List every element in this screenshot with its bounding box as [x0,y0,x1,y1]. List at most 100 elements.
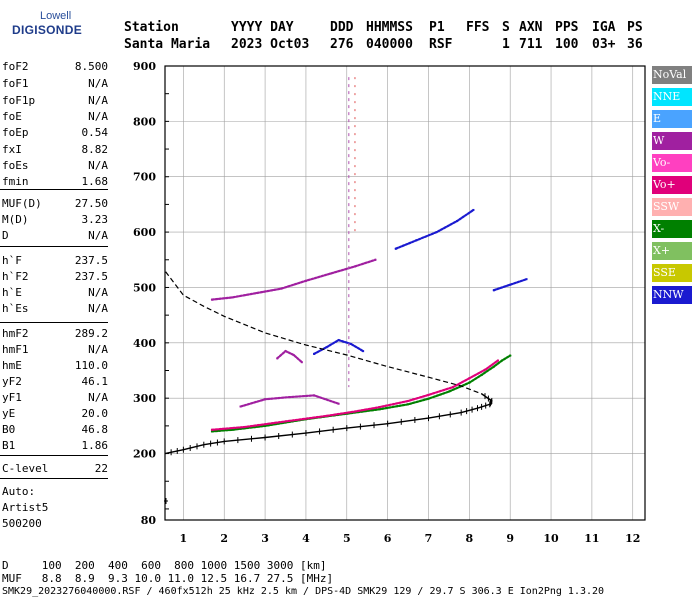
trace-point [456,220,459,223]
trace-point [255,292,258,294]
trace-series [394,208,475,250]
trace-point [280,287,283,290]
legend-item: E [652,110,692,128]
header-label-station: Station [124,20,179,35]
trace-point [313,352,316,355]
parameter-value: 237.5 [74,270,108,283]
header-label-ps: PS [627,20,643,35]
y-tick-label: 600 [133,226,156,239]
parameter-name: fmin [2,175,29,188]
legend-item: SSE [652,264,692,282]
y-tick-label: 500 [133,281,156,294]
chart-profile [164,270,493,504]
trace-point [492,289,495,292]
header-value-date: 2023 Oct03 [231,37,310,52]
legend-item: X+ [652,242,692,260]
footer-muf-line: MUF 8.8 8.9 9.3 10.0 11.0 12.5 16.7 27.5… [2,572,334,585]
legend-item: Vo+ [652,176,692,194]
trace-point [313,394,316,397]
header-label-pps: PPS [555,20,579,35]
parameter-value: 289.2 [74,327,108,340]
parameter-name: foF2 [2,60,29,73]
parameter-value: 110.0 [74,359,108,372]
parameter-row: h`F2 237.5 [2,270,108,283]
header-value-axn: 711 [519,37,543,52]
trace-series [210,258,377,301]
x-tick-label: 10 [543,532,559,545]
parameter-row: foF1 N/A [2,77,108,90]
parameter-row: B1 1.86 [2,439,108,452]
parameter-name: fxI [2,143,22,156]
trace-point [337,339,340,342]
parameter-value: 46.1 [81,375,109,388]
x-tick-label: 8 [466,532,474,545]
x-tick-label: 12 [625,532,640,545]
trace-point [239,405,242,408]
x-tick-label: 9 [506,532,514,545]
parameter-value: 27.50 [74,197,108,210]
header-label-doy: DDD [330,20,354,35]
param-separator [0,455,108,456]
param-separator [0,322,108,323]
parameter-name: yF1 [2,391,22,404]
logo-lowell: Lowell [40,10,72,22]
footer-distance-line: D 100 200 400 600 800 1000 1500 3000 [km… [2,559,327,572]
trace-point [349,342,352,345]
parameter-row: foEs N/A [2,159,108,172]
autoscale-version: 500200 [2,517,42,530]
header-value-s: 1 [502,37,510,52]
header-label-s: S [502,20,510,35]
parameter-value: 8.500 [74,60,108,73]
y-tick-label: 200 [133,448,156,461]
trace-point [509,283,512,286]
parameter-row: foF1p N/A [2,94,108,107]
trace-point [394,247,397,250]
y-tick-label: 80 [141,514,157,527]
y-tick-label: 300 [133,392,156,405]
x-tick-label: 7 [425,532,433,545]
trace-point [345,412,348,415]
header-value-pps: 100 [555,37,579,52]
trace-point [292,354,295,357]
profile-lower [164,393,493,455]
param-separator [0,478,108,479]
trace-point [300,361,303,364]
parameter-row: h`Es N/A [2,302,108,315]
parameter-name: yE [2,407,16,420]
parameter-name: B0 [2,423,16,436]
param-separator [0,246,108,247]
parameter-name: h`E [2,286,22,299]
trace-series [210,359,499,431]
trace-point [378,408,381,411]
trace-point [264,398,267,401]
logo-digisonde: DIGISONDE [12,23,83,37]
parameter-row: M(D) 3.23 [2,213,108,226]
parameter-value: N/A [88,391,108,404]
header-value-ps: 36 [627,37,643,52]
trace-point [378,406,381,409]
y-tick-label: 400 [133,337,156,350]
trace-point [468,381,471,384]
parameter-row: hmF2 289.2 [2,327,108,340]
trace-point [427,397,430,400]
parameter-row: hmF1 N/A [2,343,108,356]
trace-point [407,399,410,402]
trace-point [231,296,234,299]
header-value-iga: 03+ [592,37,616,52]
trace-point [480,373,483,376]
trace-point [210,428,213,431]
trace-point [362,350,365,353]
trace-point [337,402,340,405]
header-label-axn: AXN [519,20,543,35]
legend-item: SSW [652,198,692,216]
trace-point [353,410,356,413]
parameter-value: N/A [88,229,108,242]
trace-point [304,279,307,282]
parameter-row: MUF(D) 27.50 [2,197,108,210]
parameter-row: D N/A [2,229,108,242]
parameter-value: 22 [94,462,108,475]
parameter-value: 237.5 [74,254,108,267]
parameter-value: 1.86 [81,439,109,452]
parameter-name: foF1 [2,77,29,90]
